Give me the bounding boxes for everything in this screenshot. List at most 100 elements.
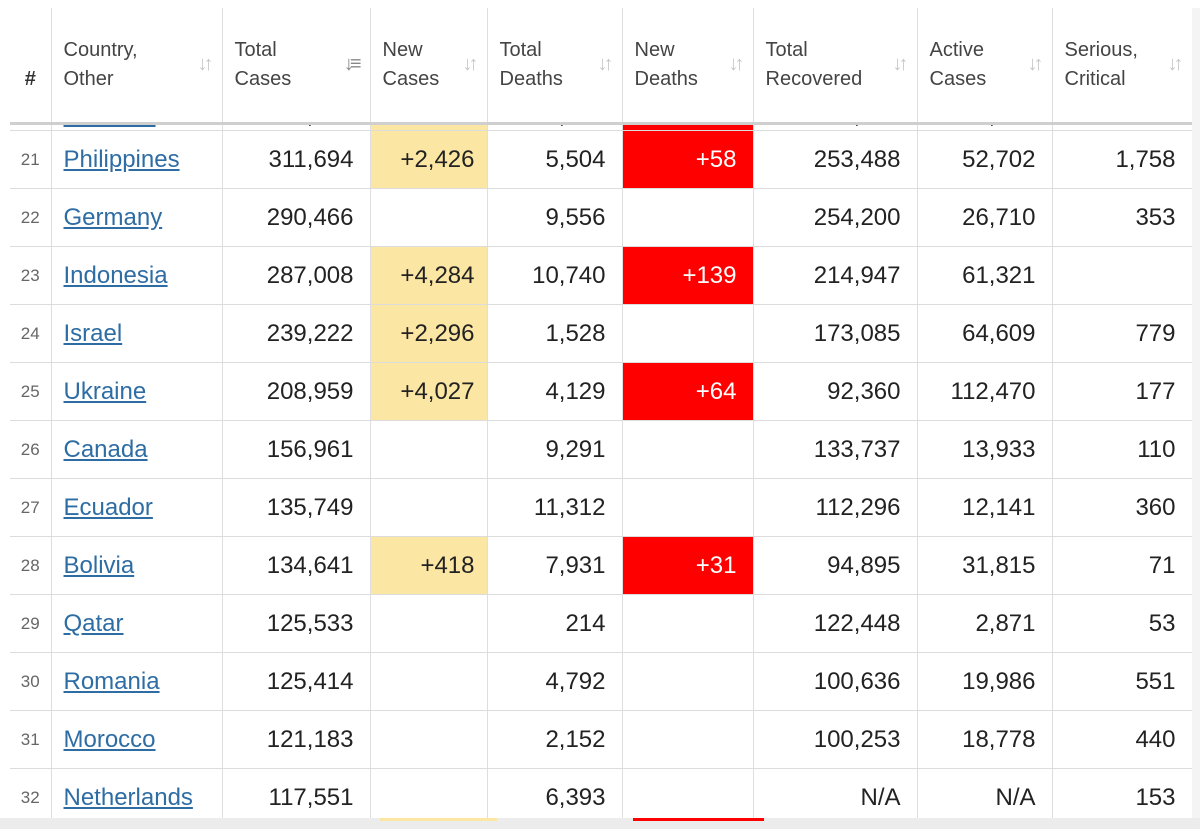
country-link[interactable]: Canada — [63, 435, 148, 463]
new-deaths-cell — [622, 304, 754, 363]
row-rank: 27 — [10, 478, 52, 537]
total-deaths-cell: 10,740 — [487, 246, 623, 305]
country-link[interactable]: Morocco — [63, 725, 156, 753]
country-cell: Israel — [51, 304, 223, 363]
table-row: 26 Canada 156,961 9,291 133,737 13,933 110 — [10, 420, 1193, 479]
serious-critical-cell: 110 — [1052, 420, 1193, 479]
row-rank: 23 — [10, 246, 52, 305]
country-link[interactable]: Indonesia — [63, 261, 168, 289]
total-recovered-cell: 133,737 — [753, 420, 918, 479]
new-deaths-cell — [622, 188, 754, 247]
country-link[interactable]: Philippines — [63, 145, 180, 173]
new-deaths-cell — [622, 652, 754, 711]
new-cases-cell: +2,426 — [370, 130, 488, 189]
header-new-cases-line1: New — [382, 39, 423, 61]
serious-critical-cell: 551 — [1052, 652, 1193, 711]
sort-icon[interactable]: ↓↑ — [597, 53, 614, 75]
header-total-recovered-line1: Total — [765, 39, 808, 61]
row-rank: 24 — [10, 304, 52, 363]
header-total-cases[interactable]: Total Cases ↓≡ — [222, 8, 371, 124]
sort-icon[interactable]: ↓↑ — [197, 53, 214, 75]
country-cell: Ukraine — [51, 362, 223, 421]
scroll-edge — [1192, 8, 1200, 818]
new-cases-cell — [370, 188, 488, 247]
header-total-recovered[interactable]: Total Recovered ↓↑ — [753, 8, 918, 124]
row-rank: 31 — [10, 710, 52, 769]
header-new-deaths-line1: New — [634, 39, 675, 61]
header-total-cases-line1: Total — [234, 39, 277, 61]
row-rank: 30 — [10, 652, 52, 711]
total-deaths-cell: 6,393 — [487, 768, 623, 818]
table-body: 20Pakistan312,263+7476,479+5290,8818,903… — [10, 90, 1193, 818]
total-recovered-cell: 94,895 — [753, 536, 918, 595]
new-deaths-cell: +139 — [622, 246, 754, 305]
country-cell: Qatar — [51, 594, 223, 653]
new-deaths-cell: +31 — [622, 536, 754, 595]
country-cell: Bolivia — [51, 536, 223, 595]
table-row: 32 Netherlands 117,551 6,393 N/A N/A 153 — [10, 768, 1193, 818]
header-country[interactable]: Country, Other ↓↑ — [51, 8, 223, 124]
country-link[interactable]: Germany — [63, 203, 163, 231]
serious-critical-cell: 779 — [1052, 304, 1193, 363]
country-link[interactable]: Romania — [63, 667, 160, 695]
header-total-deaths[interactable]: Total Deaths ↓↑ — [487, 8, 623, 124]
new-cases-cell — [370, 478, 488, 537]
country-link[interactable]: Ecuador — [63, 493, 153, 521]
country-cell: Morocco — [51, 710, 223, 769]
sort-icon[interactable]: ↓↑ — [728, 53, 745, 75]
total-deaths-cell: 1,528 — [487, 304, 623, 363]
serious-critical-cell: 71 — [1052, 536, 1193, 595]
sort-icon[interactable]: ↓↑ — [462, 53, 479, 75]
header-total-recovered-line2: Recovered — [765, 68, 863, 90]
active-cases-cell: N/A — [917, 768, 1053, 818]
total-cases-cell: 156,961 — [222, 420, 371, 479]
total-deaths-cell: 9,291 — [487, 420, 623, 479]
new-deaths-cell — [622, 710, 754, 769]
total-deaths-cell: 4,792 — [487, 652, 623, 711]
covid-stats-table: 20Pakistan312,263+7476,479+5290,8818,903… — [10, 8, 1200, 818]
total-cases-cell: 125,414 — [222, 652, 371, 711]
total-recovered-cell: 100,253 — [753, 710, 918, 769]
new-deaths-cell — [622, 478, 754, 537]
header-serious-critical[interactable]: Serious, Critical ↓↑ — [1052, 8, 1193, 124]
serious-critical-cell: 1,758 — [1052, 130, 1193, 189]
header-active-cases[interactable]: Active Cases ↓↑ — [917, 8, 1053, 124]
country-link[interactable]: Ukraine — [63, 377, 147, 405]
total-recovered-cell: 214,947 — [753, 246, 918, 305]
table-bottom-edge — [0, 818, 1200, 829]
header-rank[interactable]: # — [10, 8, 52, 124]
total-recovered-cell: 254,200 — [753, 188, 918, 247]
new-cases-cell — [370, 420, 488, 479]
total-recovered-cell: 253,488 — [753, 130, 918, 189]
new-deaths-fill-edge — [633, 818, 764, 821]
header-new-cases[interactable]: New Cases ↓↑ — [370, 8, 488, 124]
header-country-line1: Country, — [63, 39, 138, 61]
serious-critical-cell: 153 — [1052, 768, 1193, 818]
total-cases-cell: 208,959 — [222, 362, 371, 421]
country-cell: Philippines — [51, 130, 223, 189]
country-link[interactable]: Israel — [63, 319, 123, 347]
row-rank: 22 — [10, 188, 52, 247]
country-link[interactable]: Qatar — [63, 609, 124, 637]
total-cases-cell: 125,533 — [222, 594, 371, 653]
country-link[interactable]: Bolivia — [63, 551, 135, 579]
active-cases-cell: 52,702 — [917, 130, 1053, 189]
header-country-line2: Other — [63, 68, 114, 90]
total-deaths-cell: 7,931 — [487, 536, 623, 595]
header-new-deaths-line2: Deaths — [634, 68, 698, 90]
row-rank: 25 — [10, 362, 52, 421]
table-row: 30 Romania 125,414 4,792 100,636 19,986 551 — [10, 652, 1193, 711]
total-cases-cell: 239,222 — [222, 304, 371, 363]
active-cases-cell: 31,815 — [917, 536, 1053, 595]
sort-icon[interactable]: ↓↑ — [1027, 53, 1044, 75]
table-row: 24 Israel 239,222 +2,296 1,528 173,085 64,609 7… — [10, 304, 1193, 363]
country-link[interactable]: Netherlands — [63, 783, 193, 811]
total-cases-cell: 287,008 — [222, 246, 371, 305]
sort-desc-icon[interactable]: ↓≡ — [343, 53, 362, 75]
serious-critical-cell: 177 — [1052, 362, 1193, 421]
total-recovered-cell: 122,448 — [753, 594, 918, 653]
total-cases-cell: 135,749 — [222, 478, 371, 537]
sort-icon[interactable]: ↓↑ — [892, 53, 909, 75]
sort-icon[interactable]: ↓↑ — [1167, 53, 1184, 75]
header-new-deaths[interactable]: New Deaths ↓↑ — [622, 8, 754, 124]
